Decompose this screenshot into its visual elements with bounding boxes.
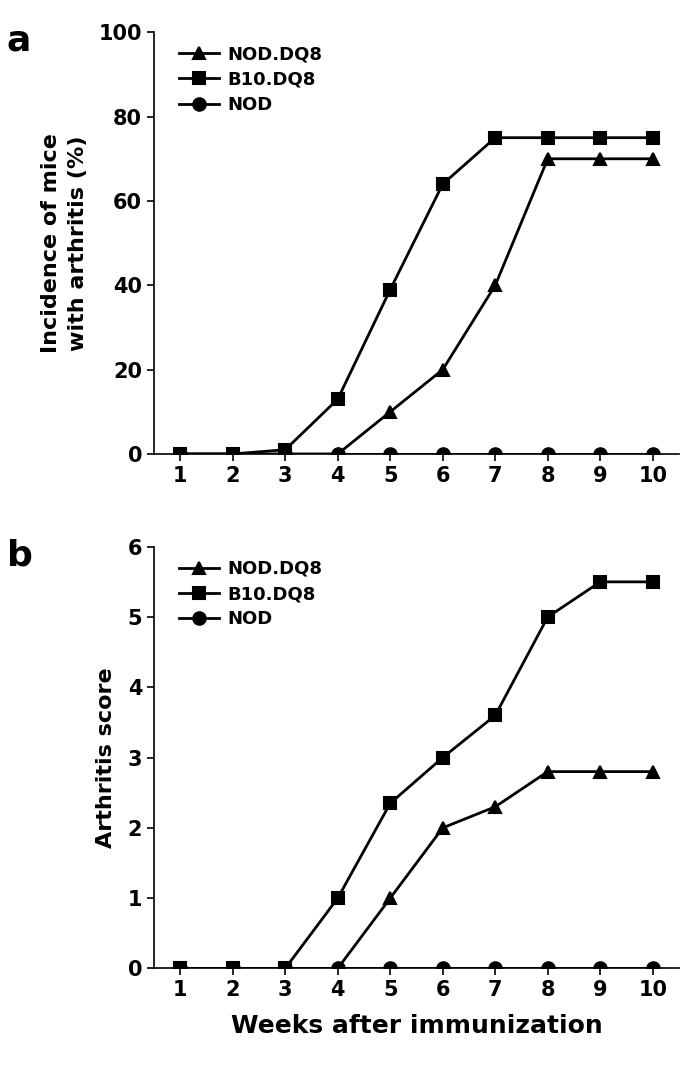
B10.DQ8 bbox=[596, 576, 605, 589]
NOD.DQ8 bbox=[438, 364, 447, 377]
NOD bbox=[648, 448, 657, 461]
NOD.DQ8 bbox=[176, 962, 185, 975]
B10.DQ8 bbox=[176, 448, 185, 461]
B10.DQ8 bbox=[491, 709, 500, 722]
NOD bbox=[176, 962, 185, 975]
NOD.DQ8 bbox=[176, 448, 185, 461]
Line: NOD: NOD bbox=[174, 962, 659, 975]
B10.DQ8 bbox=[333, 892, 342, 905]
B10.DQ8 bbox=[176, 962, 185, 975]
NOD.DQ8 bbox=[333, 448, 342, 461]
Y-axis label: Arthritis score: Arthritis score bbox=[97, 667, 116, 848]
B10.DQ8 bbox=[281, 962, 290, 975]
B10.DQ8 bbox=[648, 131, 657, 144]
B10.DQ8 bbox=[491, 131, 500, 144]
NOD.DQ8 bbox=[491, 801, 500, 813]
NOD bbox=[228, 962, 237, 975]
NOD bbox=[228, 448, 237, 461]
NOD bbox=[438, 962, 447, 975]
B10.DQ8 bbox=[386, 283, 395, 296]
NOD bbox=[491, 962, 500, 975]
NOD bbox=[596, 962, 605, 975]
NOD.DQ8 bbox=[281, 962, 290, 975]
NOD.DQ8 bbox=[333, 962, 342, 975]
Legend: NOD.DQ8, B10.DQ8, NOD: NOD.DQ8, B10.DQ8, NOD bbox=[178, 560, 323, 628]
NOD.DQ8 bbox=[228, 448, 237, 461]
Y-axis label: Incidence of mice
with arthritis (%): Incidence of mice with arthritis (%) bbox=[41, 133, 88, 353]
NOD.DQ8 bbox=[648, 765, 657, 778]
NOD bbox=[281, 962, 290, 975]
Line: B10.DQ8: B10.DQ8 bbox=[174, 576, 659, 975]
NOD.DQ8 bbox=[596, 153, 605, 166]
NOD bbox=[333, 962, 342, 975]
NOD bbox=[596, 448, 605, 461]
Line: NOD.DQ8: NOD.DQ8 bbox=[174, 765, 659, 975]
NOD.DQ8 bbox=[438, 821, 447, 834]
NOD.DQ8 bbox=[386, 892, 395, 905]
B10.DQ8 bbox=[228, 448, 237, 461]
Text: b: b bbox=[7, 538, 33, 572]
NOD.DQ8 bbox=[543, 153, 552, 166]
B10.DQ8 bbox=[438, 178, 447, 190]
NOD.DQ8 bbox=[281, 448, 290, 461]
NOD bbox=[543, 448, 552, 461]
Legend: NOD.DQ8, B10.DQ8, NOD: NOD.DQ8, B10.DQ8, NOD bbox=[178, 45, 323, 114]
B10.DQ8 bbox=[543, 610, 552, 623]
NOD bbox=[491, 448, 500, 461]
B10.DQ8 bbox=[281, 443, 290, 456]
NOD bbox=[176, 448, 185, 461]
B10.DQ8 bbox=[438, 751, 447, 764]
Line: NOD: NOD bbox=[174, 448, 659, 461]
NOD.DQ8 bbox=[228, 962, 237, 975]
B10.DQ8 bbox=[333, 393, 342, 406]
NOD bbox=[386, 962, 395, 975]
X-axis label: Weeks after immunization: Weeks after immunization bbox=[230, 1014, 603, 1038]
NOD bbox=[648, 962, 657, 975]
B10.DQ8 bbox=[228, 962, 237, 975]
NOD.DQ8 bbox=[491, 279, 500, 292]
NOD bbox=[543, 962, 552, 975]
NOD bbox=[333, 448, 342, 461]
Text: a: a bbox=[7, 24, 31, 58]
Line: NOD.DQ8: NOD.DQ8 bbox=[174, 153, 659, 461]
NOD bbox=[281, 448, 290, 461]
NOD.DQ8 bbox=[543, 765, 552, 778]
NOD.DQ8 bbox=[648, 153, 657, 166]
NOD bbox=[386, 448, 395, 461]
NOD.DQ8 bbox=[386, 406, 395, 419]
NOD bbox=[438, 448, 447, 461]
Line: B10.DQ8: B10.DQ8 bbox=[174, 131, 659, 461]
B10.DQ8 bbox=[648, 576, 657, 589]
NOD.DQ8 bbox=[596, 765, 605, 778]
B10.DQ8 bbox=[543, 131, 552, 144]
B10.DQ8 bbox=[386, 797, 395, 810]
B10.DQ8 bbox=[596, 131, 605, 144]
